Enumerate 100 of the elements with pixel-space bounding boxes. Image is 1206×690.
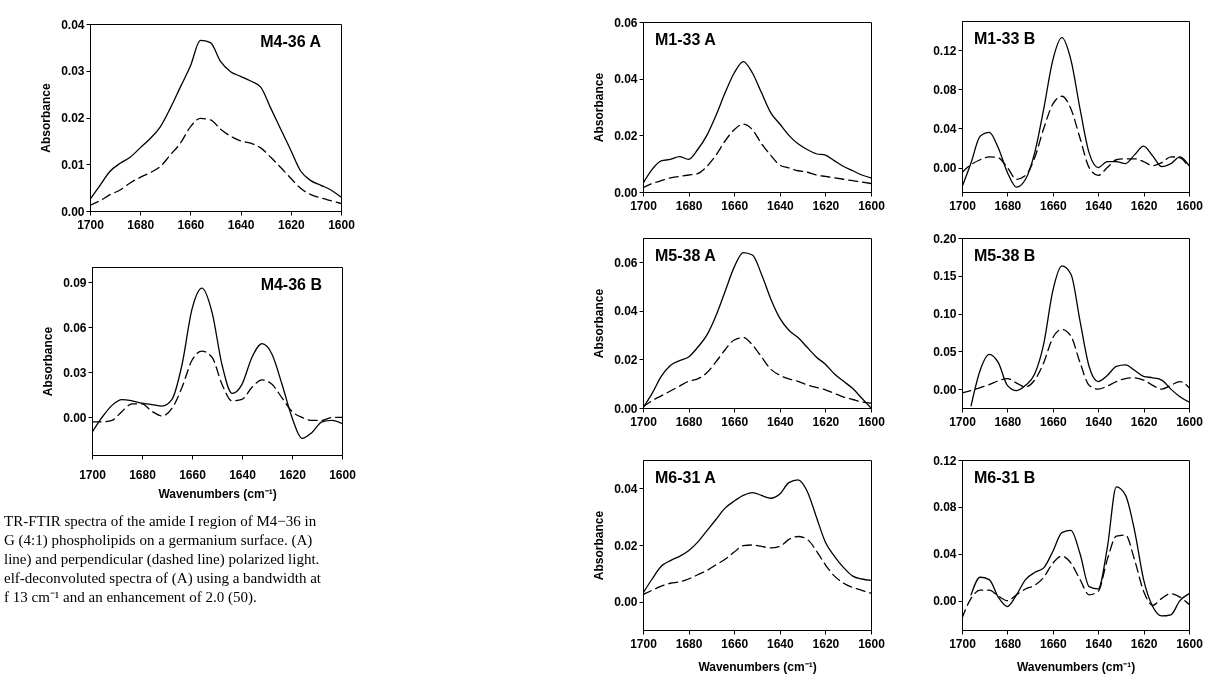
y-tick-label: 0.00 (614, 185, 638, 200)
x-tick-label: 1640 (229, 467, 257, 482)
x-tick-label: 1620 (812, 198, 840, 213)
y-axis-title: Absorbance (41, 326, 56, 397)
x-tick-label: 1700 (77, 217, 105, 232)
y-tick-label: 0.00 (614, 595, 638, 610)
x-tick-label: 1680 (127, 217, 155, 232)
x-tick-label: 1620 (812, 636, 840, 651)
text: f 13 cm⁻¹ and an enhancement of 2.0 (50). (4, 588, 257, 607)
y-tick-label: 0.00 (614, 401, 638, 416)
x-tick-label: 1600 (328, 217, 356, 232)
y-tick-label: 0.06 (614, 255, 638, 270)
x-tick-label: 1660 (177, 217, 205, 232)
x-tick-label: 1680 (675, 198, 703, 213)
y-tick-label: 0.02 (61, 111, 85, 125)
y-tick-label: 0.02 (614, 352, 638, 367)
x-tick-label: 1620 (277, 217, 305, 232)
x-axis-title: Wavenumbers (cm⁻¹) (698, 659, 817, 674)
text: M4-36 A (260, 33, 322, 50)
x-tick-label: 1620 (812, 414, 840, 429)
y-tick-label: 0.00 (63, 410, 87, 425)
y-axis-title: Absorbance (592, 72, 607, 143)
y-tick-label: 0.00 (933, 382, 957, 397)
y-tick-label: 0.04 (933, 547, 957, 562)
x-tick-label: 1700 (630, 414, 658, 429)
y-tick-label: 0.20 (933, 231, 957, 246)
x-tick-label: 1660 (721, 414, 749, 429)
x-tick-label: 1600 (1176, 636, 1204, 651)
x-tick-label: 1680 (675, 414, 703, 429)
text: G (4:1) phospholipids on a germanium surface. (A) (4, 531, 313, 550)
text: M5-38 A (655, 247, 717, 264)
x-tick-label: 1700 (79, 467, 107, 482)
x-tick-label: 1660 (1039, 414, 1067, 429)
text: TR-FTIR spectra of the amide I region of M4−36 in (4, 512, 317, 531)
text: M6-31 B (974, 469, 1036, 486)
x-tick-label: 1600 (858, 198, 886, 213)
x-tick-label: 1640 (1085, 414, 1113, 429)
y-tick-label: 0.04 (933, 121, 957, 136)
x-tick-label: 1600 (329, 467, 357, 482)
y-tick-label: 0.05 (933, 344, 957, 359)
x-tick-label: 1600 (858, 414, 886, 429)
x-tick-label: 1620 (1130, 636, 1158, 651)
x-tick-label: 1640 (1085, 198, 1113, 213)
x-tick-label: 1640 (766, 414, 794, 429)
text: line) and perpendicular (dashed line) polarized light. (4, 550, 320, 569)
text: M5-38 B (974, 247, 1036, 264)
y-tick-label: 0.00 (61, 204, 85, 219)
text: M4-36 B (260, 276, 322, 293)
y-tick-label: 0.06 (63, 320, 87, 335)
y-tick-label: 0.09 (63, 275, 87, 290)
text: M1-33 A (655, 31, 717, 48)
x-tick-label: 1680 (994, 414, 1022, 429)
y-tick-label: 0.03 (63, 365, 87, 380)
x-tick-label: 1680 (994, 636, 1022, 651)
y-tick-label: 0.03 (61, 64, 85, 79)
text: elf-deconvoluted spectra of (A) using a bandwidth at (4, 569, 321, 588)
y-tick-label: 0.08 (933, 500, 957, 515)
x-tick-label: 1700 (630, 198, 658, 213)
x-tick-label: 1600 (1176, 414, 1204, 429)
x-tick-label: 1660 (721, 636, 749, 651)
y-tick-label: 0.04 (61, 17, 85, 32)
x-tick-label: 1620 (1130, 414, 1158, 429)
x-axis-title: Wavenumbers (cm⁻¹) (1016, 659, 1136, 674)
y-axis-title: Absorbance (39, 83, 54, 153)
x-tick-label: 1680 (675, 636, 703, 651)
y-tick-label: 0.00 (933, 161, 957, 176)
x-tick-label: 1700 (949, 198, 977, 213)
y-tick-label: 0.12 (933, 453, 957, 468)
y-tick-label: 0.04 (614, 72, 638, 87)
x-tick-label: 1640 (766, 636, 794, 651)
y-tick-label: 0.15 (933, 269, 957, 284)
y-tick-label: 0.04 (614, 304, 638, 319)
x-tick-label: 1640 (1085, 636, 1113, 651)
x-tick-label: 1620 (279, 467, 307, 482)
x-tick-label: 1680 (994, 198, 1022, 213)
x-tick-label: 1700 (630, 636, 658, 651)
x-tick-label: 1700 (949, 636, 977, 651)
y-axis-title: Absorbance (592, 288, 607, 359)
y-tick-label: 0.04 (614, 481, 638, 496)
y-axis-title: Absorbance (592, 510, 607, 581)
x-tick-label: 1700 (949, 414, 977, 429)
x-tick-label: 1660 (1039, 636, 1067, 651)
y-tick-label: 0.06 (614, 15, 638, 30)
x-tick-label: 1640 (227, 217, 255, 232)
text: M6-31 A (655, 469, 717, 486)
x-tick-label: 1660 (179, 467, 207, 482)
y-tick-label: 0.02 (614, 128, 638, 143)
y-tick-label: 0.12 (933, 43, 957, 58)
text: M1-33 B (974, 30, 1036, 47)
y-tick-label: 0.01 (61, 157, 85, 172)
x-tick-label: 1660 (1039, 198, 1067, 213)
x-tick-label: 1640 (766, 198, 794, 213)
x-tick-label: 1620 (1130, 198, 1158, 213)
y-tick-label: 0.08 (933, 82, 957, 97)
x-axis-title: Wavenumbers (cm⁻¹) (158, 486, 277, 501)
x-tick-label: 1680 (129, 467, 157, 482)
x-tick-label: 1660 (721, 198, 749, 213)
y-tick-label: 0.02 (614, 538, 638, 553)
y-tick-label: 0.00 (933, 594, 957, 609)
y-tick-label: 0.10 (933, 307, 957, 322)
